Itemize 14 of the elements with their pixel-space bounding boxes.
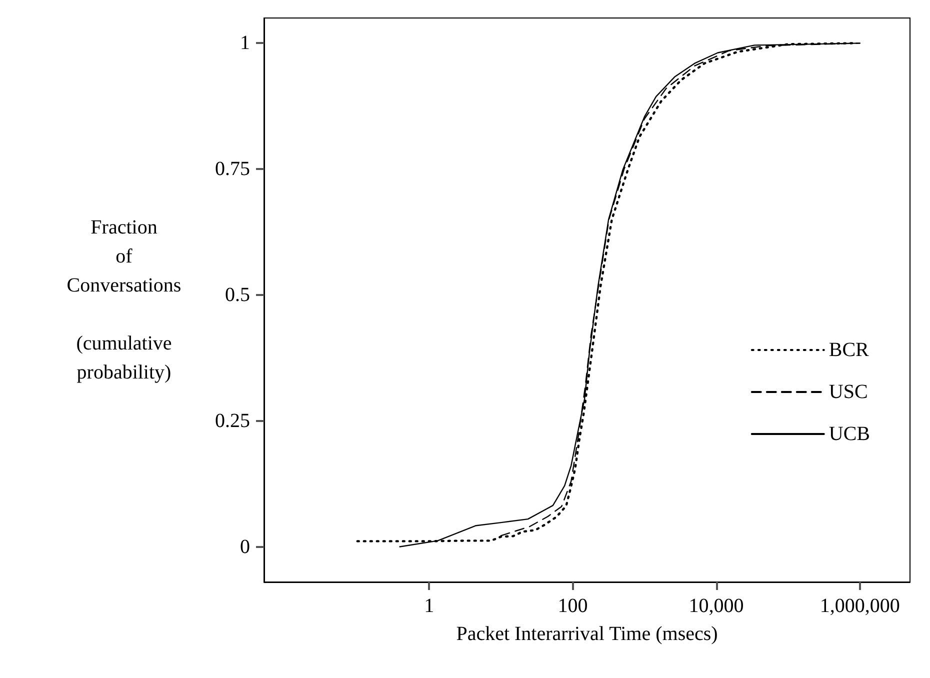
legend-label: BCR: [828, 339, 870, 361]
y-tick-label: 0.75: [215, 158, 250, 180]
y-tick-label: 1: [240, 32, 250, 54]
legend-label: USC: [828, 381, 868, 403]
x-tick-label: 10,000: [688, 595, 744, 617]
text: Fraction of Conversations (cumulative probability): [66, 216, 182, 384]
x-tick-label: 1,000,000: [820, 595, 900, 617]
y-tick-label: 0.5: [225, 284, 250, 306]
y-tick-label: 0: [240, 536, 250, 558]
y-tick-label: 0.25: [215, 410, 250, 432]
legend-label: UCB: [828, 423, 870, 445]
x-tick-label: 100: [558, 595, 588, 617]
x-tick-label: 1: [424, 595, 434, 617]
x-axis-title: Packet Interarrival Time (msecs): [456, 623, 718, 645]
